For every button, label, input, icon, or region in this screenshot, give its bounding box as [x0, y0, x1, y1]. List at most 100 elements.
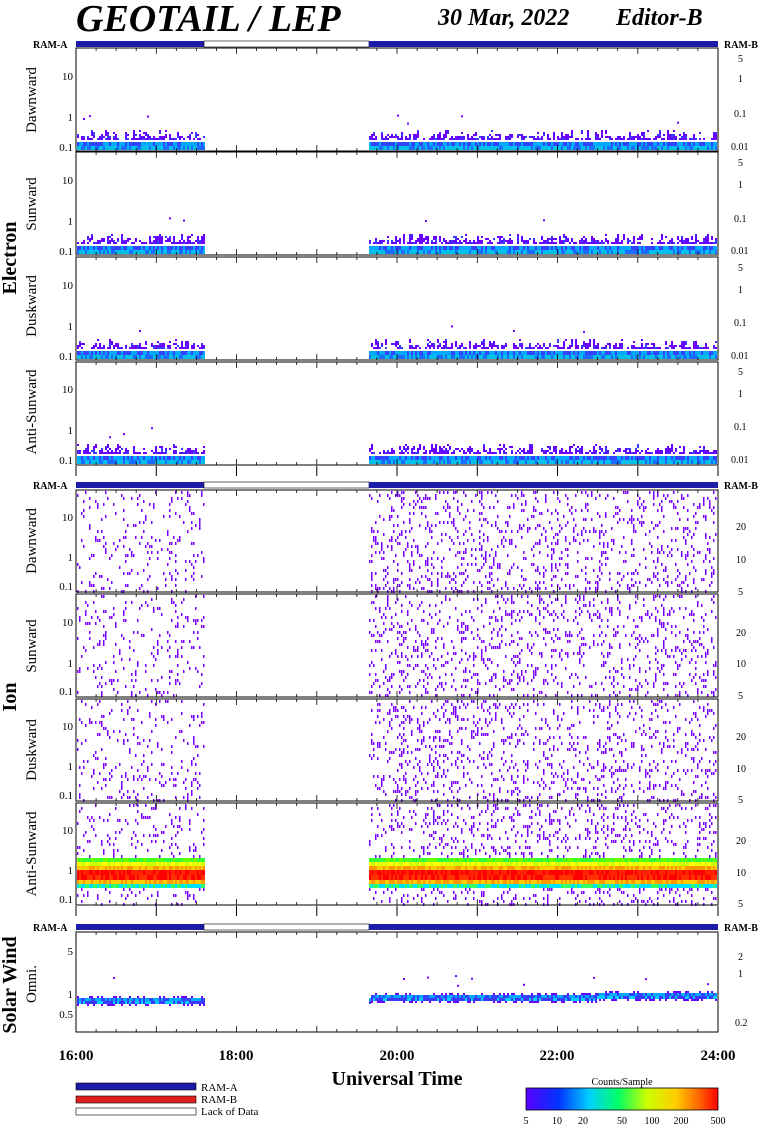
right-tick-label: 2	[738, 952, 743, 963]
right-tick-label: 10	[736, 659, 746, 670]
ram-bar-electron	[76, 40, 718, 48]
panel-ion-dawnward: Dawnward 10 1 0.1 20 10 5	[24, 489, 746, 598]
right-tick-label: 0.01	[731, 246, 749, 257]
panel-label: Sunward	[24, 177, 40, 231]
right-tick-label: 20	[736, 836, 746, 847]
panel-label: Duskward	[24, 275, 40, 337]
y-tick-label: 10	[62, 721, 74, 733]
ram-bar-ion	[76, 481, 718, 489]
y-tick-label: 0.5	[59, 1009, 73, 1021]
right-tick-label: 5	[738, 691, 743, 702]
y-tick-label: 1	[68, 989, 74, 1001]
panel-label: Omni.	[24, 965, 40, 1003]
panel-solar-wind-omni: Omni. 5 1 0.5 2 1 0.2	[24, 931, 748, 1033]
ram-bar-segment	[76, 41, 204, 47]
panel-label: Anti-Sunward	[24, 811, 40, 896]
right-tick-label: 10	[736, 555, 746, 566]
panel-electron-dawnward: Dawnward 10 1 0.1 5 1 0.1 0.01	[24, 47, 749, 154]
colorbar-tick-label: 500	[711, 1116, 726, 1127]
right-tick-label: 5	[738, 263, 743, 274]
panel-ion-duskward: Duskward 10 1 0.1 20 10 5	[24, 698, 746, 806]
right-tick-label: 0.2	[735, 1018, 748, 1029]
right-tick-label: 20	[736, 522, 746, 533]
right-tick-label: 5	[738, 899, 743, 910]
colorbar-tick-label: 20	[578, 1116, 588, 1127]
colorbar-tick-label: 50	[617, 1116, 627, 1127]
ram-bar-segment	[203, 923, 370, 931]
right-tick-label: 1	[738, 969, 743, 980]
group-label-solar-wind: Solar Wind	[0, 936, 21, 1033]
ram-label-left: RAM-A	[33, 923, 68, 934]
colorbar-title: Counts/Sample	[591, 1077, 653, 1088]
colorbar-tick-label: 5	[524, 1116, 529, 1127]
figure-date: 30 Mar, 2022	[437, 5, 569, 31]
ram-legend: RAM-A RAM-B Lack of Data	[75, 1082, 259, 1118]
right-tick-label: 0.01	[731, 142, 749, 153]
panel-label: Duskward	[24, 719, 40, 781]
right-tick-label: 1	[738, 389, 743, 400]
ram-bar-segment	[203, 481, 370, 489]
y-tick-label: 0.1	[59, 351, 73, 363]
ram-label-right: RAM-B	[724, 40, 758, 51]
panel-label: Dawnward	[24, 67, 40, 133]
right-tick-label: 0.1	[734, 422, 747, 433]
x-tick-label: 22:00	[540, 1048, 575, 1064]
ram-bar-segment	[203, 40, 370, 48]
legend-swatch-ram-a	[75, 1082, 197, 1091]
colorbar-tick-label: 10	[552, 1116, 562, 1127]
y-tick-label: 10	[62, 71, 74, 83]
y-tick-label: 1	[68, 658, 74, 670]
ram-label-left: RAM-A	[33, 481, 68, 492]
y-tick-label: 10	[62, 617, 74, 629]
panel-ion-sunward: Sunward 10 1 0.1 20 10 5	[24, 593, 746, 702]
ram-label-right: RAM-B	[724, 481, 758, 492]
ram-bar-solar-wind	[76, 923, 718, 931]
y-tick-label: 0.1	[59, 246, 73, 258]
panel-electron-anti-sunward: Anti-Sunward 10 1 0.1 5 1 0.1 0.01	[24, 361, 749, 467]
right-tick-label: 1	[738, 285, 743, 296]
panel-frame	[75, 593, 719, 698]
ram-bar-segment	[76, 924, 204, 930]
y-tick-label: 1	[68, 761, 74, 773]
x-tick-label: 20:00	[380, 1048, 415, 1064]
legend-label-lack: Lack of Data	[201, 1106, 259, 1118]
right-tick-label: 0.01	[731, 351, 749, 362]
panel-frame	[75, 361, 719, 466]
ram-bar-segment	[369, 482, 718, 488]
y-tick-label: 0.1	[59, 894, 73, 906]
figure-title: GEOTAIL / LEP	[76, 0, 341, 40]
right-tick-label: 0.01	[731, 455, 749, 466]
right-tick-label: 20	[736, 732, 746, 743]
ram-label-left: RAM-A	[33, 40, 68, 51]
y-tick-label: 10	[62, 512, 74, 524]
y-tick-label: 10	[62, 280, 74, 292]
y-tick-label: 0.1	[59, 455, 73, 467]
y-tick-label: 10	[62, 175, 74, 187]
ram-bar-segment	[369, 924, 718, 930]
right-tick-label: 0.1	[734, 318, 747, 329]
figure-editor: Editor-B	[615, 5, 703, 31]
panel-label: Sunward	[24, 619, 40, 673]
legend-label-ram-a: RAM-A	[201, 1082, 238, 1094]
panel-label: Dawnward	[24, 508, 40, 574]
right-tick-label: 10	[736, 868, 746, 879]
y-tick-label: 0.1	[59, 142, 73, 154]
ram-bar-segment	[76, 482, 204, 488]
panel-label: Anti-Sunward	[24, 369, 40, 454]
colorbar: Counts/Sample 5 10 20 50 100 200 500	[524, 1077, 726, 1127]
panel-electron-sunward: Sunward 10 1 0.1 5 1 0.1 0.01	[24, 151, 749, 258]
right-tick-label: 20	[736, 628, 746, 639]
y-tick-label: 0.1	[59, 581, 73, 593]
y-tick-label: 5	[68, 946, 74, 958]
right-tick-label: 10	[736, 764, 746, 775]
right-tick-label: 5	[738, 54, 743, 65]
right-tick-label: 5	[738, 795, 743, 806]
legend-swatch-lack	[75, 1107, 197, 1116]
x-axis-label: Universal Time	[332, 1068, 463, 1090]
panel-ion-anti-sunward: Anti-Sunward 10 1 0.1 20 10 5	[24, 802, 746, 910]
right-tick-label: 5	[738, 158, 743, 169]
ram-label-right: RAM-B	[724, 923, 758, 934]
right-tick-label: 0.1	[734, 214, 747, 225]
group-label-ion: Ion	[0, 683, 21, 712]
y-tick-label: 1	[68, 216, 74, 228]
